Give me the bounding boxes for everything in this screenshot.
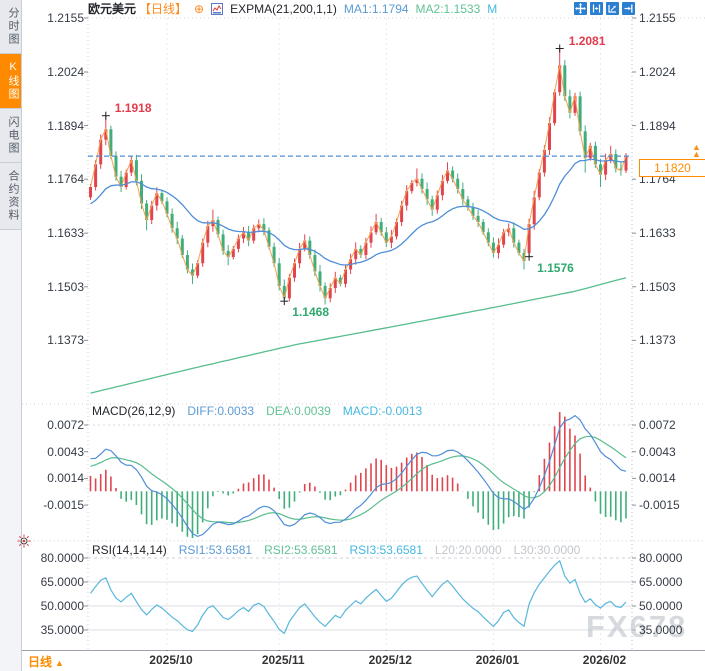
price-axis-label: 1.2155 [47, 11, 84, 25]
compress-x-icon[interactable] [590, 2, 603, 15]
date-label: 2025/10 [149, 653, 193, 667]
macd-axis-label: -0.0015 [43, 498, 84, 513]
current-price-tag: 1.1820 [639, 159, 705, 177]
rsi-axis-label: 65.0000 [40, 575, 84, 589]
price-axis-label: 1.1894 [47, 118, 84, 133]
sidebar-tab-3[interactable]: 合约资料 [0, 163, 21, 230]
extreme-label: 1.1468 [292, 305, 329, 320]
rsi-axis-label: 65.0000 [639, 575, 683, 589]
rsi-header: RSI(14,14,14) RSI1:53.6581 RSI2:53.6581 … [92, 543, 580, 557]
period-selector[interactable]: 日线 ▲ [28, 653, 64, 670]
rsi-l30-readout: L30:30.0000 [513, 543, 581, 557]
scale-axis-icon[interactable] [606, 2, 619, 15]
price-axis-label: 1.2024 [639, 65, 676, 79]
sidebar-tab-1[interactable]: K线图 [0, 54, 21, 109]
ma1-readout: MA1:1.1794 [343, 1, 409, 16]
chart-header: 欧元美元 【日线】 ⊕ EXPMA(21,200,1,1) MA1:1.1794… [88, 1, 498, 17]
macd-axis-label: 0.0072 [639, 418, 676, 432]
extreme-label: 1.2081 [568, 33, 606, 48]
macd-axis-label: 0.0043 [639, 444, 676, 459]
price-axis-label: 1.1633 [47, 226, 84, 241]
sidebar-tab-2[interactable]: 闪电图 [0, 109, 21, 163]
price-axis-label: 1.2155 [639, 11, 676, 25]
jump-to-latest-icon[interactable] [622, 2, 635, 15]
price-axis-label: 1.1764 [47, 172, 84, 187]
macd-value-readout: MACD:-0.0013 [342, 404, 423, 418]
chart-toolbar [574, 2, 635, 15]
rsi-axis-label: 50.0000 [40, 599, 84, 613]
rsi-axis-label: 35.0000 [40, 623, 84, 637]
macd-axis-label: 0.0014 [639, 471, 676, 486]
extreme-label: 1.1576 [537, 260, 574, 275]
period-selector-label: 日线 [28, 655, 53, 669]
rsi-axis-label: 80.0000 [639, 551, 683, 565]
price-axis-label: 1.1503 [639, 279, 676, 294]
macd-params: MACD(26,12,9) [92, 404, 176, 418]
macd-diff-readout: DIFF:0.0033 [187, 404, 255, 418]
indicator-name: EXPMA(21,200,1,1) [230, 1, 337, 16]
rsi-params: RSI(14,14,14) [92, 543, 167, 557]
watermark: FX678 [586, 609, 688, 644]
rsi-axis-label: 50.0000 [639, 599, 683, 613]
price-axis-label: 1.2024 [47, 65, 84, 79]
rsi-l20-readout: L20:20.0000 [434, 543, 502, 557]
price-axis-label: 1.1373 [639, 333, 676, 348]
macd-axis-label: 0.0014 [47, 471, 84, 486]
kline-indicator-icon[interactable] [211, 2, 224, 15]
rsi2-readout: RSI2:53.6581 [264, 543, 338, 557]
price-axis-label: 1.1633 [639, 226, 676, 241]
ma3-readout: M [487, 1, 498, 16]
pan-icon[interactable] [574, 2, 587, 15]
macd-header: MACD(26,12,9) DIFF:0.0033 DEA:0.0039 MAC… [92, 404, 422, 418]
rsi1-readout: RSI1:53.6581 [178, 543, 253, 557]
macd-axis-label: 0.0072 [47, 418, 84, 432]
date-label: 2025/11 [261, 653, 305, 667]
rsi-axis-label: 80.0000 [40, 551, 84, 565]
macd-axis-label: 0.0043 [47, 444, 84, 459]
period-tag: 【日线】 [139, 2, 188, 16]
date-label: 2025/12 [368, 653, 412, 667]
rsi3-readout: RSI3:53.6581 [349, 543, 423, 557]
price-axis-label: 1.1373 [47, 333, 84, 348]
add-indicator-icon[interactable]: ⊕ [194, 1, 205, 16]
chevron-up-icon: ▲ [55, 658, 64, 668]
macd-axis-label: -0.0015 [639, 498, 680, 513]
chart-type-sidebar: 分时图 K线图 闪电图 合约资料 [0, 0, 22, 671]
price-alert-arrows-icon: ▲ ▲ [692, 142, 701, 159]
date-label: 2026/02 [582, 653, 627, 667]
extreme-label: 1.1918 [114, 100, 152, 115]
symbol-name: 欧元美元 [88, 2, 137, 16]
price-axis-label: 1.1894 [639, 118, 676, 133]
rsi-axis-label: 35.0000 [639, 623, 683, 637]
ma2-readout: MA2:1.1533 [415, 1, 481, 16]
indicator-settings-icon[interactable] [17, 534, 31, 548]
time-axis-strip [22, 651, 705, 671]
price-axis-label: 1.1503 [47, 279, 84, 294]
sidebar-tab-0[interactable]: 分时图 [0, 0, 21, 54]
date-label: 2026/01 [475, 653, 520, 667]
macd-dea-readout: DEA:0.0039 [266, 404, 331, 418]
